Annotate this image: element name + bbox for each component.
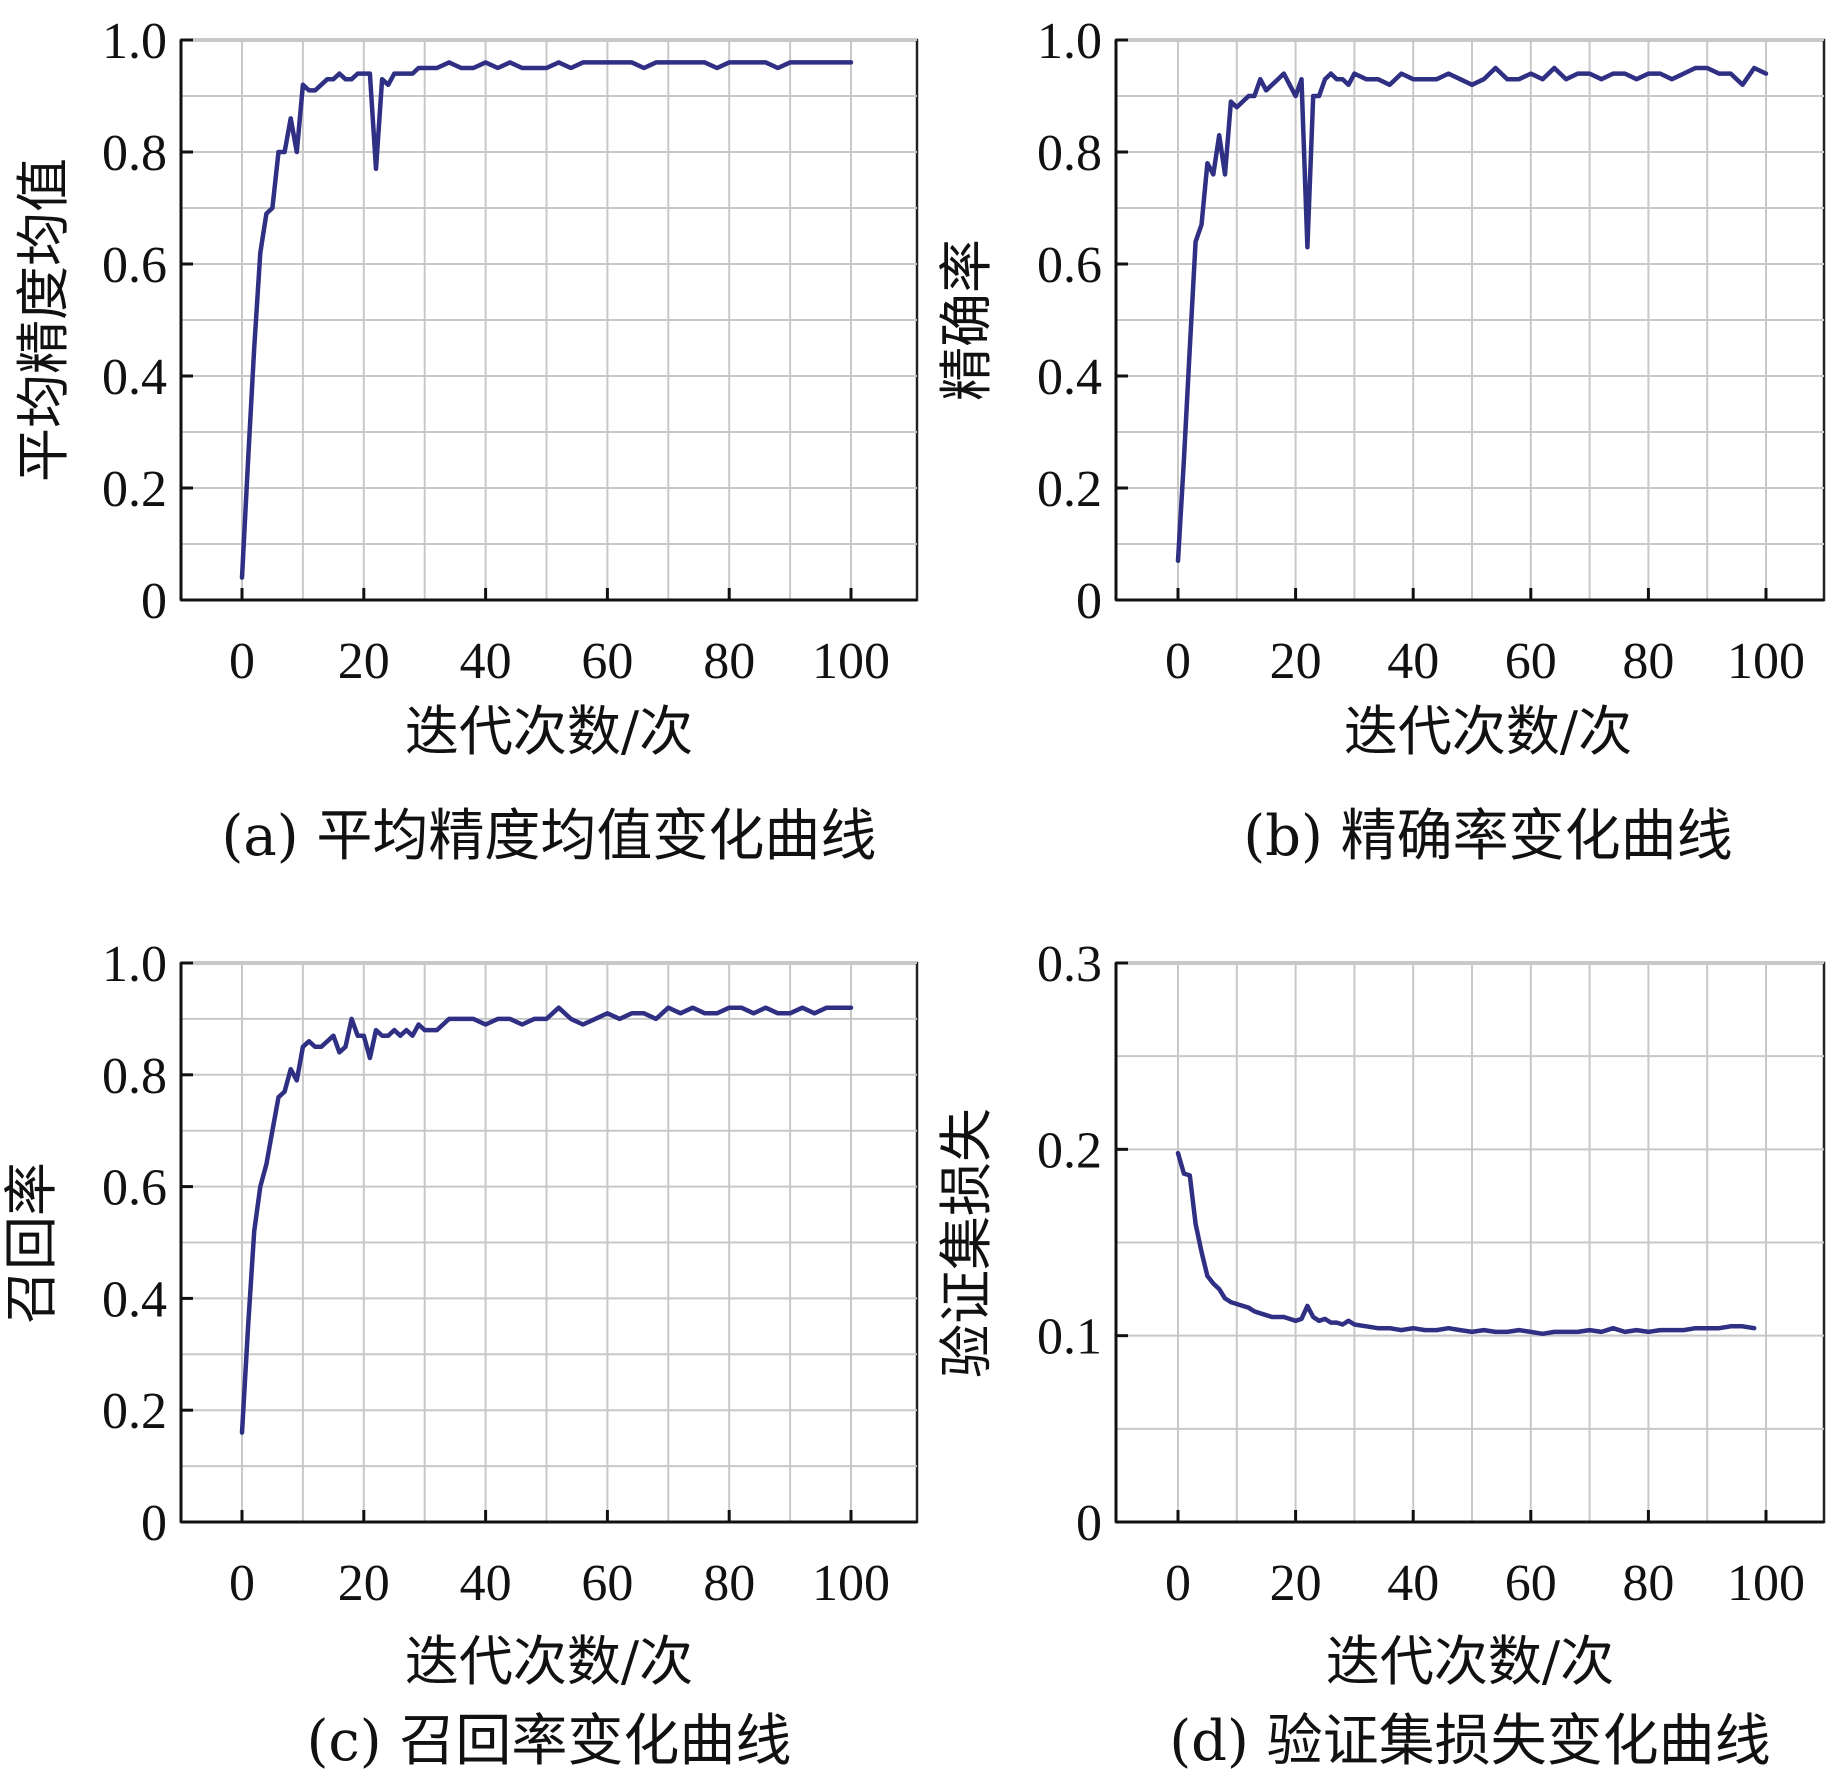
y-tick-label: 0.8	[102, 1048, 167, 1105]
y-axis-title: 验证集损失	[935, 1108, 998, 1378]
y-tick-label: 0.8	[102, 125, 167, 182]
x-axis-title: 迭代次数/次	[1344, 700, 1632, 763]
series-line	[239, 1005, 854, 1435]
x-axis-title: 迭代次数/次	[405, 700, 693, 763]
series-line	[1175, 65, 1769, 564]
x-tick-label: 60	[1505, 1555, 1557, 1612]
x-tick-label: 20	[1270, 1555, 1322, 1612]
x-tick-label: 100	[1727, 1555, 1805, 1612]
x-tick-label: 40	[1387, 633, 1439, 690]
y-tick-label: 0.2	[1037, 461, 1102, 518]
y-tick-label: 0.6	[102, 1160, 167, 1217]
x-axis-title: 迭代次数/次	[1326, 1630, 1614, 1693]
y-tick-label: 0	[1076, 1495, 1102, 1552]
y-tick-label: 0.6	[102, 237, 167, 294]
y-tick-label: 0.1	[1037, 1309, 1102, 1366]
x-tick-label: 0	[229, 633, 255, 690]
y-tick-label: 0.2	[102, 461, 167, 518]
y-tick-label: 1.0	[1037, 13, 1102, 70]
y-tick-label: 0.4	[102, 349, 167, 406]
x-tick-label: 0	[1165, 633, 1191, 690]
series-line	[1175, 1150, 1757, 1337]
x-tick-label: 40	[460, 633, 512, 690]
y-tick-label: 0.3	[1037, 936, 1102, 993]
x-tick-label: 60	[581, 633, 633, 690]
x-tick-label: 20	[1270, 633, 1322, 690]
x-tick-label: 100	[812, 1555, 890, 1612]
chart-a: 0 0.2 0.4 0.6 0.8 1.0 0 20 40 60 80 100 平均精度均值迭代次数/次…	[12, 13, 919, 869]
chart-caption: (c) 召回率变化曲线	[307, 1709, 792, 1774]
y-tick-label: 0	[141, 1495, 167, 1552]
x-tick-label: 40	[460, 1555, 512, 1612]
y-tick-label: 0.8	[1037, 125, 1102, 182]
y-axis-title: 平均精度均值	[12, 158, 75, 482]
x-tick-label: 60	[581, 1555, 633, 1612]
x-tick-label: 80	[703, 633, 755, 690]
chart-caption: (b) 精确率变化曲线	[1243, 804, 1732, 869]
x-tick-label: 0	[229, 1555, 255, 1612]
y-tick-label: 0.2	[1037, 1122, 1102, 1179]
x-tick-label: 80	[1622, 1555, 1674, 1612]
y-tick-label: 0.6	[1037, 237, 1102, 294]
y-tick-label: 0	[141, 573, 167, 630]
x-tick-label: 60	[1505, 633, 1557, 690]
x-tick-label: 20	[338, 1555, 390, 1612]
x-tick-label: 40	[1387, 1555, 1439, 1612]
x-tick-label: 20	[338, 633, 390, 690]
y-tick-label: 1.0	[102, 13, 167, 70]
x-tick-label: 100	[812, 633, 890, 690]
x-tick-label: 100	[1727, 633, 1805, 690]
series-line	[239, 60, 854, 580]
y-tick-label: 1.0	[102, 936, 167, 993]
x-axis-title: 迭代次数/次	[405, 1630, 693, 1693]
x-tick-label: 80	[1622, 633, 1674, 690]
y-tick-label: 0	[1076, 573, 1102, 630]
y-tick-label: 0.2	[102, 1383, 167, 1440]
x-tick-label: 0	[1165, 1555, 1191, 1612]
chart-caption: (a) 平均精度均值变化曲线	[222, 804, 877, 869]
x-tick-label: 80	[703, 1555, 755, 1612]
y-tick-label: 0.4	[102, 1271, 167, 1328]
y-axis-title: 召回率	[0, 1162, 63, 1324]
chart-caption: (d) 验证集损失变化曲线	[1169, 1709, 1770, 1774]
y-tick-label: 0.4	[1037, 349, 1102, 406]
y-axis-title: 精确率	[935, 239, 998, 401]
